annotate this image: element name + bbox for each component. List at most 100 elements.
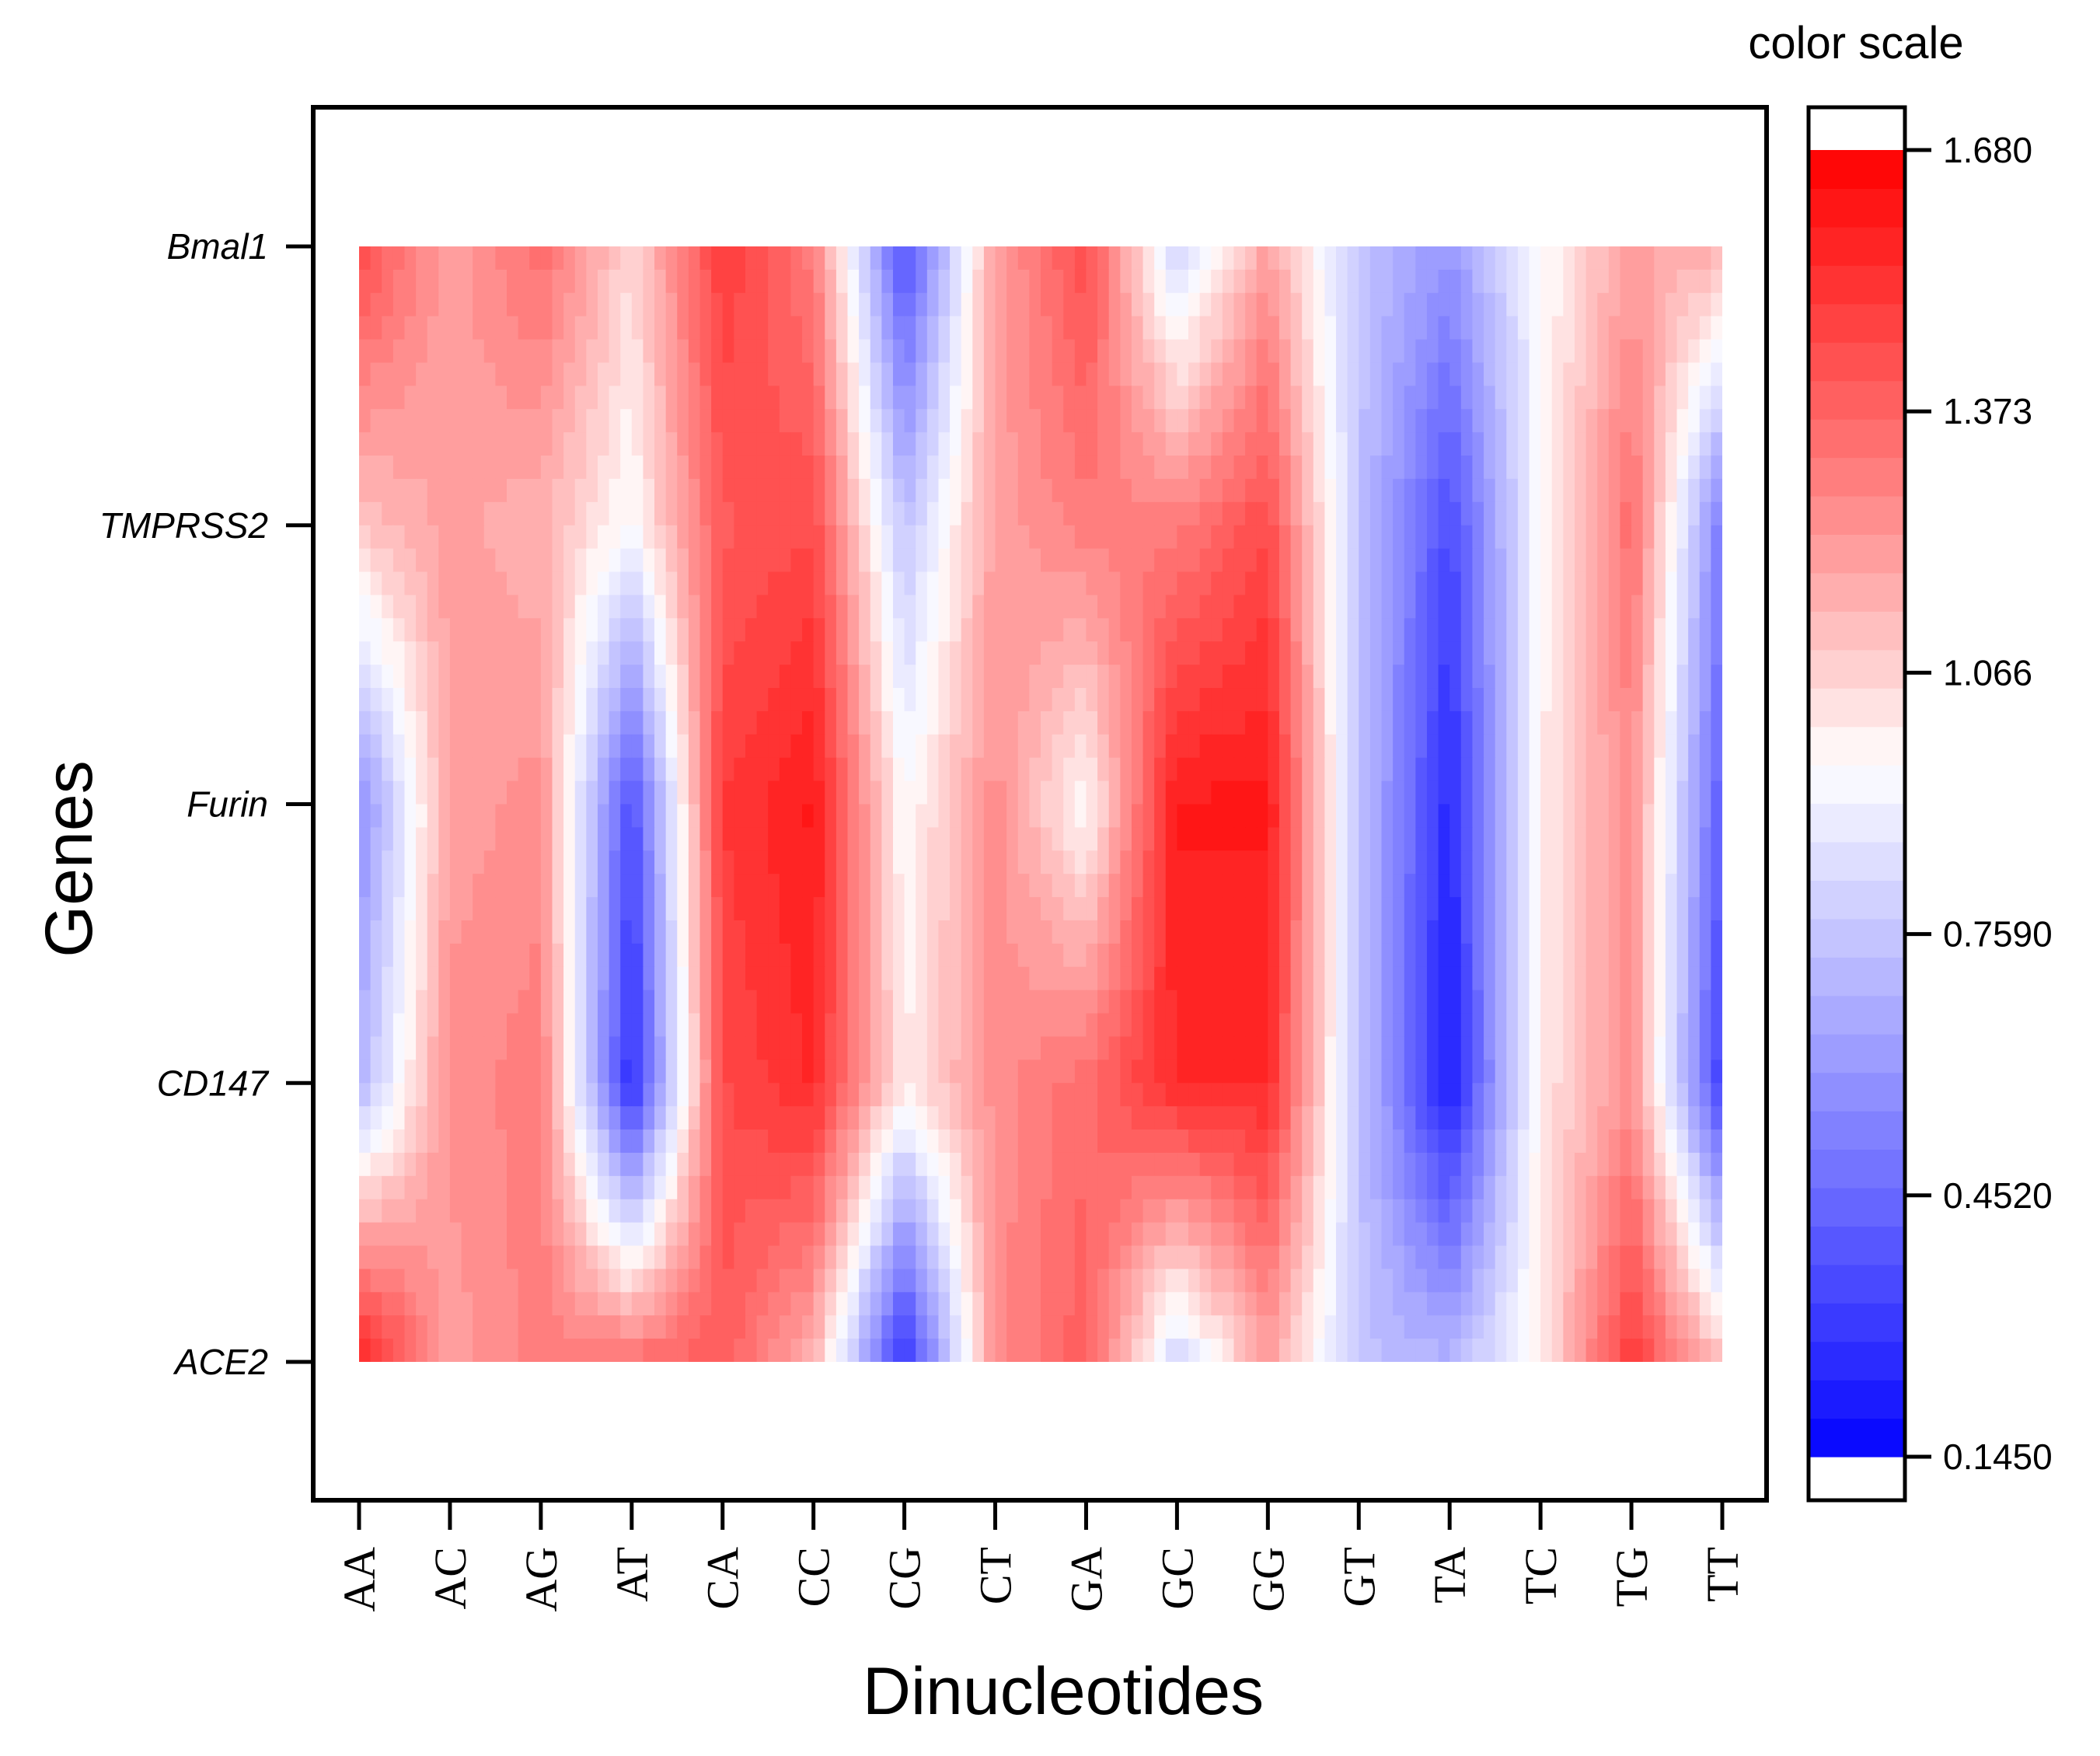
heatmap-cell <box>1506 943 1519 968</box>
heatmap-cell <box>734 734 746 759</box>
heatmap-cell <box>643 920 655 944</box>
heatmap-cell <box>916 478 928 503</box>
heatmap-cell <box>1313 339 1326 364</box>
heatmap-cell <box>859 456 871 480</box>
heatmap-cell <box>859 757 871 782</box>
heatmap-cell <box>950 548 962 573</box>
heatmap-cell <box>461 1152 473 1177</box>
heatmap-cell <box>1154 688 1167 712</box>
heatmap-cell <box>1608 827 1621 851</box>
heatmap-cell <box>392 548 406 573</box>
heatmap-cell <box>404 362 417 386</box>
heatmap-cell <box>1324 362 1337 386</box>
heatmap-cell <box>1495 966 1507 991</box>
heatmap-cell <box>1585 943 1598 968</box>
heatmap-cell <box>1415 665 1428 689</box>
heatmap-cell <box>382 641 394 665</box>
heatmap-cell <box>1551 339 1564 364</box>
heatmap-cell <box>892 269 905 294</box>
heatmap-cell <box>1495 292 1507 317</box>
heatmap-cell <box>507 734 519 759</box>
heatmap-cell <box>1120 269 1132 294</box>
heatmap-cell <box>1711 1129 1722 1154</box>
heatmap-cell <box>926 665 940 689</box>
heatmap-cell <box>461 386 473 410</box>
heatmap-cell <box>643 246 655 271</box>
heatmap-cell <box>1336 269 1348 294</box>
heatmap-cell <box>1597 386 1610 410</box>
heatmap-cell <box>507 618 519 642</box>
heatmap-cell <box>916 688 928 712</box>
heatmap-cell <box>1120 1036 1132 1060</box>
heatmap-cell <box>1597 1175 1610 1200</box>
heatmap-cell <box>1551 432 1564 456</box>
heatmap-cell <box>1665 269 1678 294</box>
heatmap-cell <box>654 780 667 805</box>
heatmap-cell <box>1233 874 1246 898</box>
heatmap-cell <box>711 1129 724 1154</box>
heatmap-cell <box>654 1083 667 1107</box>
heatmap-cell <box>1029 1152 1041 1177</box>
heatmap-cell <box>1233 501 1246 526</box>
heatmap-cell <box>1642 595 1655 619</box>
heatmap-cell <box>972 874 985 898</box>
heatmap-cell <box>1041 1175 1053 1200</box>
heatmap-cell <box>483 269 496 294</box>
heatmap-cell <box>1676 618 1689 642</box>
heatmap-cell <box>529 827 542 851</box>
heatmap-cell <box>995 269 1007 294</box>
heatmap-cell <box>370 1060 382 1084</box>
heatmap-cell <box>1393 990 1405 1014</box>
heatmap-cell <box>563 1036 576 1060</box>
heatmap-cell <box>1313 525 1326 550</box>
heatmap-cell <box>552 943 564 968</box>
heatmap-cell <box>1142 386 1155 410</box>
heatmap-cell <box>1177 246 1189 271</box>
heatmap-cell <box>631 339 644 364</box>
heatmap-cell <box>1347 269 1359 294</box>
heatmap-cell <box>1324 478 1337 503</box>
heatmap-cell <box>1086 688 1098 712</box>
heatmap-cell <box>1620 269 1632 294</box>
heatmap-cell <box>370 246 382 271</box>
heatmap-cell <box>1393 804 1405 828</box>
heatmap-cell <box>1199 362 1212 386</box>
heatmap-cell <box>779 456 792 480</box>
heatmap-cell <box>1620 501 1632 526</box>
heatmap-cell <box>643 1175 655 1200</box>
heatmap-cell <box>1199 1060 1212 1084</box>
heatmap-cell <box>1597 432 1610 456</box>
heatmap-cell <box>382 710 394 735</box>
heatmap-cell <box>1199 386 1212 410</box>
heatmap-cell <box>859 618 871 642</box>
heatmap-cell <box>473 1152 485 1177</box>
heatmap-cell <box>1086 432 1098 456</box>
heatmap-cell <box>586 362 598 386</box>
heatmap-cell <box>835 1175 849 1200</box>
heatmap-cell <box>1642 780 1655 805</box>
heatmap-cell <box>529 292 542 317</box>
heatmap-cell <box>597 432 610 456</box>
heatmap-cell <box>1017 641 1030 665</box>
heatmap-cell <box>802 548 815 573</box>
heatmap-cell <box>1097 757 1110 782</box>
heatmap-cell <box>1017 827 1030 851</box>
heatmap-cell <box>1449 246 1462 271</box>
heatmap-cell <box>870 362 882 386</box>
heatmap-cell <box>1506 966 1519 991</box>
heatmap-cell <box>1086 757 1098 782</box>
heatmap-cell <box>1654 571 1666 596</box>
heatmap-cell <box>892 943 905 968</box>
heatmap-cell <box>1052 990 1064 1014</box>
heatmap-cell <box>1211 1013 1223 1038</box>
heatmap-cell <box>1233 525 1246 550</box>
heatmap-cell <box>1585 1083 1598 1107</box>
heatmap-cell <box>1404 920 1416 944</box>
heatmap-cell <box>802 246 815 271</box>
heatmap-cell <box>950 688 962 712</box>
heatmap-cell <box>1336 966 1348 991</box>
heatmap-cell <box>1074 780 1087 805</box>
heatmap-cell <box>1233 1013 1246 1038</box>
heatmap-cell <box>688 525 701 550</box>
heatmap-cell <box>1268 1129 1280 1154</box>
